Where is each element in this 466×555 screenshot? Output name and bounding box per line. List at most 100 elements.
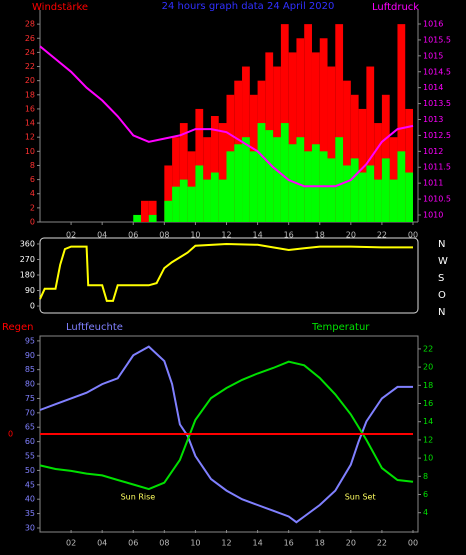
x-tick-label: 12 (221, 231, 231, 240)
y-tick-label: 65 (25, 423, 35, 432)
wind-bar (218, 179, 227, 222)
y-tick-label: 55 (25, 452, 35, 461)
wind-bar (234, 144, 243, 222)
wind-bar (327, 158, 336, 222)
y-tick-label: 28 (25, 20, 35, 29)
y-tick-label: 6 (30, 175, 35, 184)
wind-bar (311, 52, 320, 223)
y-tick-label: 26 (25, 34, 35, 43)
y-tick-label: 80 (25, 380, 35, 389)
y2-tick-label: 1014 (423, 83, 443, 92)
y-tick-label: 35 (25, 509, 35, 518)
compass-label: W (438, 256, 448, 267)
x-tick-label: 00 (408, 231, 418, 240)
y2-tick-label: 1014.5 (423, 67, 451, 76)
wind-bar (381, 158, 390, 222)
wind-bar (288, 144, 297, 222)
y-tick-label: 20 (25, 76, 35, 85)
wind-bar (358, 108, 367, 222)
wind-bar (179, 179, 188, 222)
wind-bar (335, 24, 344, 223)
x-tick-label: 00 (408, 539, 418, 548)
x-tick-label: 04 (97, 539, 107, 548)
wind-bar (148, 214, 157, 222)
wind-bar (164, 165, 173, 222)
y2-tick-label: 1010.5 (423, 195, 451, 204)
x-tick-label: 22 (377, 231, 387, 240)
wind-bar (187, 186, 196, 222)
y-tick-label: 0 (30, 302, 35, 311)
x-tick-label: 22 (377, 539, 387, 548)
y-tick-label: 40 (25, 495, 35, 504)
y-tick-label: 4 (30, 189, 35, 198)
y-tick-label: 0 (30, 218, 35, 227)
x-tick-label: 10 (190, 231, 200, 240)
annotation: Sun Rise (121, 493, 156, 502)
y2-tick-label: 8 (423, 472, 428, 481)
y-tick-label: 75 (25, 394, 35, 403)
y-tick-label: 22 (25, 62, 35, 71)
y2-tick-label: 1013 (423, 115, 443, 124)
wind-bar (366, 165, 375, 222)
x-tick-label: 14 (252, 539, 262, 548)
wind-bar (257, 123, 266, 222)
y-tick-label: 60 (25, 437, 35, 446)
y2-tick-label: 22 (423, 344, 433, 353)
wind-bar (405, 172, 413, 222)
y2-tick-label: 1012 (423, 147, 443, 156)
y2-tick-label: 20 (423, 363, 433, 372)
y3-tick-label: 0 (8, 430, 13, 439)
y2-tick-label: 1011 (423, 179, 443, 188)
x-tick-label: 08 (159, 231, 169, 240)
x-tick-label: 04 (97, 231, 107, 240)
compass-label: N (438, 307, 445, 318)
wind-bar (374, 179, 382, 222)
x-tick-label: 06 (128, 539, 138, 548)
wind-bar (304, 24, 312, 223)
y2-tick-label: 12 (423, 435, 433, 444)
x-tick-label: 16 (284, 539, 294, 548)
y2-tick-label: 18 (423, 381, 433, 390)
rain-label: Regen (2, 322, 34, 333)
wind-bar (280, 123, 289, 222)
y2-tick-label: 6 (423, 490, 428, 499)
y-tick-label: 18 (25, 90, 35, 99)
y2-tick-label: 4 (423, 508, 428, 517)
humidity-label: Luftfeuchte (66, 322, 123, 333)
annotation: Sun Set (345, 493, 376, 502)
wind-bar (164, 200, 173, 222)
wind-bar (187, 151, 196, 222)
y2-tick-label: 1013.5 (423, 99, 451, 108)
wind-bar (366, 66, 375, 223)
y-tick-label: 90 (25, 351, 35, 360)
wind-bar (141, 200, 149, 222)
wind-bar (319, 38, 328, 223)
y2-tick-label: 1010 (423, 210, 443, 219)
wind-bar (226, 151, 235, 222)
wind-bar (172, 186, 180, 222)
series-line (39, 345, 413, 524)
wind-bar (358, 172, 367, 222)
wind-bar (249, 151, 258, 222)
wind-bar (288, 52, 297, 223)
y-tick-label: 24 (25, 48, 35, 57)
wind-bar (350, 158, 359, 222)
wind-bar (172, 137, 180, 222)
x-tick-label: 08 (159, 539, 169, 548)
x-tick-label: 18 (315, 539, 325, 548)
y-tick-label: 16 (25, 104, 35, 113)
x-tick-label: 20 (346, 231, 356, 240)
wind-bar (405, 108, 413, 222)
y-tick-label: 12 (25, 133, 35, 142)
wind-bar (203, 179, 211, 222)
wind-bar (133, 214, 142, 222)
series-line (39, 242, 413, 302)
y-tick-label: 8 (30, 161, 35, 170)
wind-bar (210, 172, 219, 222)
y2-tick-label: 1012.5 (423, 131, 451, 140)
x-tick-label: 06 (128, 231, 138, 240)
y-tick-label: 30 (25, 523, 35, 532)
wind-bar (242, 137, 250, 222)
wind-bar (397, 24, 406, 223)
